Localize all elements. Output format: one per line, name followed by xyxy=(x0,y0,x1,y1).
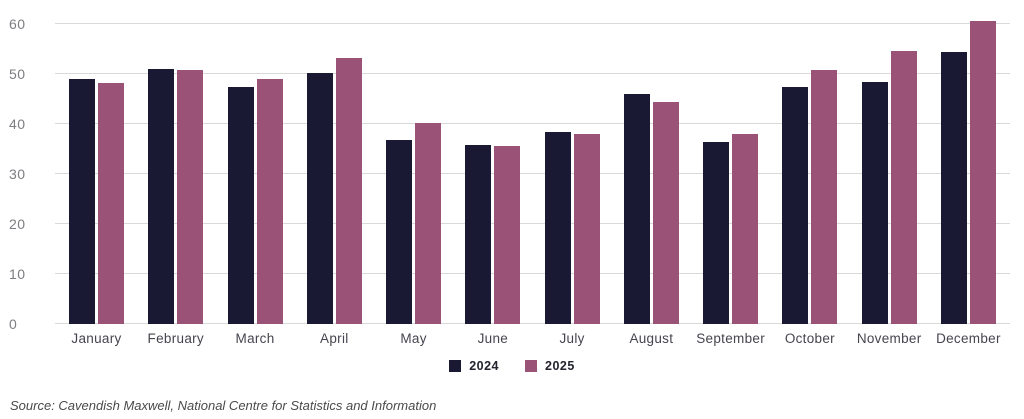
y-tick-label-20: 20 xyxy=(9,216,26,233)
bar-2025-april xyxy=(335,58,362,324)
bar-group-november: November xyxy=(857,24,921,346)
x-tick-label-october: October xyxy=(784,331,835,346)
bar-group-march: March xyxy=(227,24,283,346)
bar-2024-september xyxy=(703,142,730,324)
bar-2025-july xyxy=(573,133,600,324)
x-tick-label-january: January xyxy=(71,331,122,346)
legend-swatch-2025 xyxy=(525,360,537,372)
bar-group-july: July xyxy=(544,24,600,346)
bar-2025-june xyxy=(494,146,521,324)
x-tick-label-may: May xyxy=(400,331,427,346)
gridline-50 xyxy=(55,73,1010,74)
y-tick-label-10: 10 xyxy=(9,266,26,283)
x-tick-label-june: June xyxy=(477,331,509,346)
gridline-30 xyxy=(55,173,1010,174)
bar-group-december: December xyxy=(936,20,1000,346)
y-tick-label-40: 40 xyxy=(9,116,26,133)
y-tick-label-0: 0 xyxy=(9,316,18,332)
bar-2025-may xyxy=(415,122,442,324)
bar-2025-december xyxy=(969,20,996,324)
bar-group-may: May xyxy=(386,24,442,346)
bar-2025-october xyxy=(811,70,838,324)
bar-groups: January February March April May June July Augu… xyxy=(55,20,1010,346)
x-tick-label-april: April xyxy=(320,331,349,346)
bar-2024-may xyxy=(386,139,413,324)
x-tick-label-august: August xyxy=(629,331,674,346)
bar-2025-february xyxy=(177,69,204,324)
x-tick-label-december: December xyxy=(936,331,1001,346)
y-axis: 0 10 20 30 40 50 60 xyxy=(9,17,49,331)
legend-item-2024: 2024 xyxy=(449,359,499,373)
bar-group-september: September xyxy=(696,24,765,346)
bar-group-october: October xyxy=(782,24,838,346)
gridline-60 xyxy=(55,23,1010,24)
bar-2025-january xyxy=(98,83,124,324)
bar-group-august: August xyxy=(623,24,679,346)
legend-label-2025: 2025 xyxy=(545,359,575,373)
gridline-20 xyxy=(55,223,1010,224)
x-tick-label-february: February xyxy=(147,331,204,346)
bar-group-february: February xyxy=(148,24,204,346)
bar-group-april: April xyxy=(306,24,362,346)
bar-group-june: June xyxy=(465,24,521,346)
x-tick-label-march: March xyxy=(235,331,275,346)
bar-2025-september xyxy=(732,133,759,324)
bar-2024-april xyxy=(306,73,333,324)
legend-item-2025: 2025 xyxy=(525,359,575,373)
x-tick-label-november: November xyxy=(856,331,922,346)
bar-group-january: January xyxy=(69,24,124,346)
bar-2024-july xyxy=(544,132,571,324)
legend: 2024 2025 xyxy=(0,359,1024,373)
bar-2025-march xyxy=(256,79,283,324)
bar-2025-august xyxy=(652,102,679,324)
gridline-40 xyxy=(55,123,1010,124)
bar-2024-march xyxy=(227,86,254,324)
legend-label-2024: 2024 xyxy=(469,359,499,373)
gridline-10 xyxy=(55,273,1010,274)
y-tick-label-60: 60 xyxy=(9,16,26,32)
legend-swatch-2024 xyxy=(449,360,462,372)
bar-2024-january xyxy=(69,79,95,324)
bar-2024-december xyxy=(940,51,967,324)
source-note: Source: Cavendish Maxwell, National Cent… xyxy=(10,398,437,413)
bar-2024-june xyxy=(465,145,492,324)
plot-area: January February March April May June July Augu… xyxy=(55,20,1010,346)
y-tick-label-50: 50 xyxy=(9,66,26,82)
bar-2024-august xyxy=(623,94,650,324)
bar-2025-november xyxy=(890,51,917,324)
bar-2024-october xyxy=(782,87,809,324)
x-tick-label-july: July xyxy=(559,331,585,346)
gridline-0 xyxy=(55,323,1010,324)
x-tick-label-september: September xyxy=(696,331,765,346)
bar-2024-november xyxy=(861,81,888,324)
y-tick-label-30: 30 xyxy=(9,166,26,182)
bar-2024-february xyxy=(148,68,175,324)
